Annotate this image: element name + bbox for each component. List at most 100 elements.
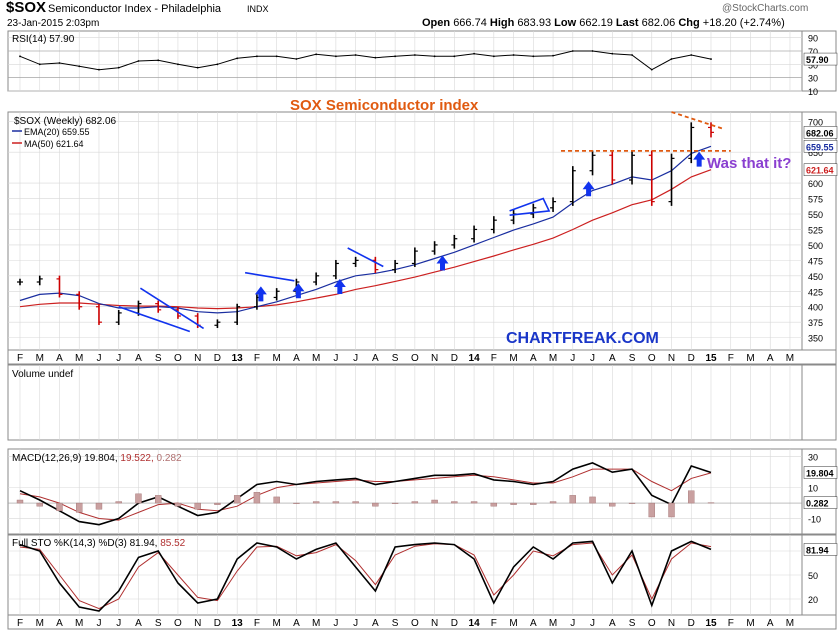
time-axis-sto-label: O [174, 618, 182, 629]
volume-label: Volume undef [12, 369, 73, 380]
time-axis-price-label: A [56, 353, 63, 364]
macd-histogram-bar [37, 503, 43, 506]
rsi-point [296, 58, 298, 60]
rsi-point [217, 63, 219, 65]
rsi-point [39, 63, 41, 65]
y-tick-rsi: 90 [808, 34, 818, 44]
macd-histogram-bar [353, 502, 359, 504]
y-tick-price: 450 [808, 272, 823, 282]
y-tick-sto: 20 [808, 595, 818, 605]
rsi-point [552, 55, 554, 57]
macd-histogram-bar [214, 503, 220, 505]
rsi-point [572, 50, 574, 52]
y-tick-macd: 30 [808, 453, 818, 463]
time-axis-price-label: M [312, 353, 320, 364]
panel-price-frame [8, 112, 836, 350]
chartfreak-annotation: CHARTFREAK.COM [506, 330, 659, 347]
header-symbol: $SOX [6, 0, 46, 16]
time-axis-price-label: A [135, 353, 142, 364]
time-axis-price-label: A [609, 353, 616, 364]
panel-volume-frame [8, 365, 836, 440]
time-axis-sto-label: A [293, 618, 300, 629]
time-axis-sto-label: M [272, 618, 280, 629]
time-axis-sto-label: A [372, 618, 379, 629]
macd-histogram-bar [451, 502, 457, 504]
rsi-point [611, 53, 613, 55]
rsi-point [177, 63, 179, 65]
y-tick-price: 575 [808, 195, 823, 205]
rsi-label: RSI(14) 57.90 [12, 34, 75, 45]
panel-rsi-frame [8, 31, 836, 91]
sto-label: Full STO %K(14,3) %D(3) 81.94, 85.52 [12, 538, 186, 549]
macd-histogram-bar [550, 502, 556, 504]
macd-histogram-bar [96, 503, 102, 509]
time-axis-sto-label: O [648, 618, 656, 629]
macd-label: MACD(12,26,9) 19.804, 19.522, 0.282 [12, 453, 182, 464]
macd-histogram-bar [432, 500, 438, 503]
time-axis-price-label: F [728, 353, 734, 364]
chg-label: Chg [678, 17, 699, 29]
time-axis-price-label: M [786, 353, 794, 364]
macd-histogram-bar [688, 491, 694, 503]
header-ohlc: Open 666.74 High 683.93 Low 662.19 Last … [422, 17, 785, 29]
y-tick-price: 600 [808, 179, 823, 189]
rsi-point [414, 54, 416, 56]
time-axis-price-label: 15 [705, 353, 717, 364]
macd-histogram-bar [392, 503, 398, 504]
time-axis-sto-label: 13 [232, 618, 244, 629]
time-axis-sto-label: 14 [469, 618, 481, 629]
y-tick-price: 525 [808, 225, 823, 235]
time-axis-price-label: M [746, 353, 754, 364]
time-axis-price-label: J [96, 353, 101, 364]
price-legend-symbol: $SOX (Weekly) 682.06 [14, 116, 117, 127]
sto-label-k: Full STO %K(14,3) %D(3) 81.94, [12, 538, 160, 549]
macd-last-tag: 19.804 [806, 468, 834, 478]
open-value: 666.74 [453, 17, 487, 29]
macd-histogram-bar [511, 503, 517, 505]
macd-histogram-bar [669, 503, 675, 517]
low-label: Low [554, 17, 576, 29]
header-exchange: INDX [247, 4, 269, 14]
macd-histogram-bar [333, 502, 339, 504]
time-axis-price-label: M [549, 353, 557, 364]
macd-histogram-bar [195, 503, 201, 509]
macd-histogram-bar [293, 503, 299, 504]
time-axis-sto-label: S [155, 618, 162, 629]
time-axis-sto-label: J [333, 618, 338, 629]
macd-histogram-bar [629, 503, 635, 504]
time-axis-sto-label: N [668, 618, 675, 629]
time-axis-sto-label: O [411, 618, 419, 629]
time-axis-price-label: M [75, 353, 83, 364]
last-value: 682.06 [642, 17, 676, 29]
time-axis-price-label: N [194, 353, 201, 364]
time-axis-price-label: 14 [469, 353, 481, 364]
rsi-point [355, 54, 357, 56]
rsi-point [493, 55, 495, 57]
macd-histogram-bar [135, 494, 141, 503]
open-label: Open [422, 17, 450, 29]
macd-label-main: MACD(12,26,9) 19.804, [12, 453, 120, 464]
time-axis-sto-label: M [312, 618, 320, 629]
y-tick-price: 375 [808, 318, 823, 328]
time-axis-sto-label: F [254, 618, 260, 629]
macd-histogram-bar [56, 503, 62, 511]
time-axis-sto-label: S [629, 618, 636, 629]
time-axis-sto-label: N [431, 618, 438, 629]
sox-title-annotation: SOX Semiconductor index [290, 97, 479, 114]
rsi-point [513, 54, 515, 56]
rsi-point [78, 65, 80, 67]
time-axis-sto-label: M [36, 618, 44, 629]
rsi-point [651, 69, 653, 71]
price-last-tag: 682.06 [806, 128, 834, 138]
time-axis-price-label: F [17, 353, 23, 364]
time-axis-sto-label: A [530, 618, 537, 629]
macd-histogram-bar [412, 502, 418, 504]
macd-hist-tag: 0.282 [806, 499, 829, 509]
rsi-point [236, 57, 238, 59]
rsi-point [473, 53, 475, 55]
macd-histogram-bar [649, 503, 655, 517]
rsi-point [19, 55, 21, 57]
time-axis-price-label: M [509, 353, 517, 364]
time-axis-price-label: N [431, 353, 438, 364]
